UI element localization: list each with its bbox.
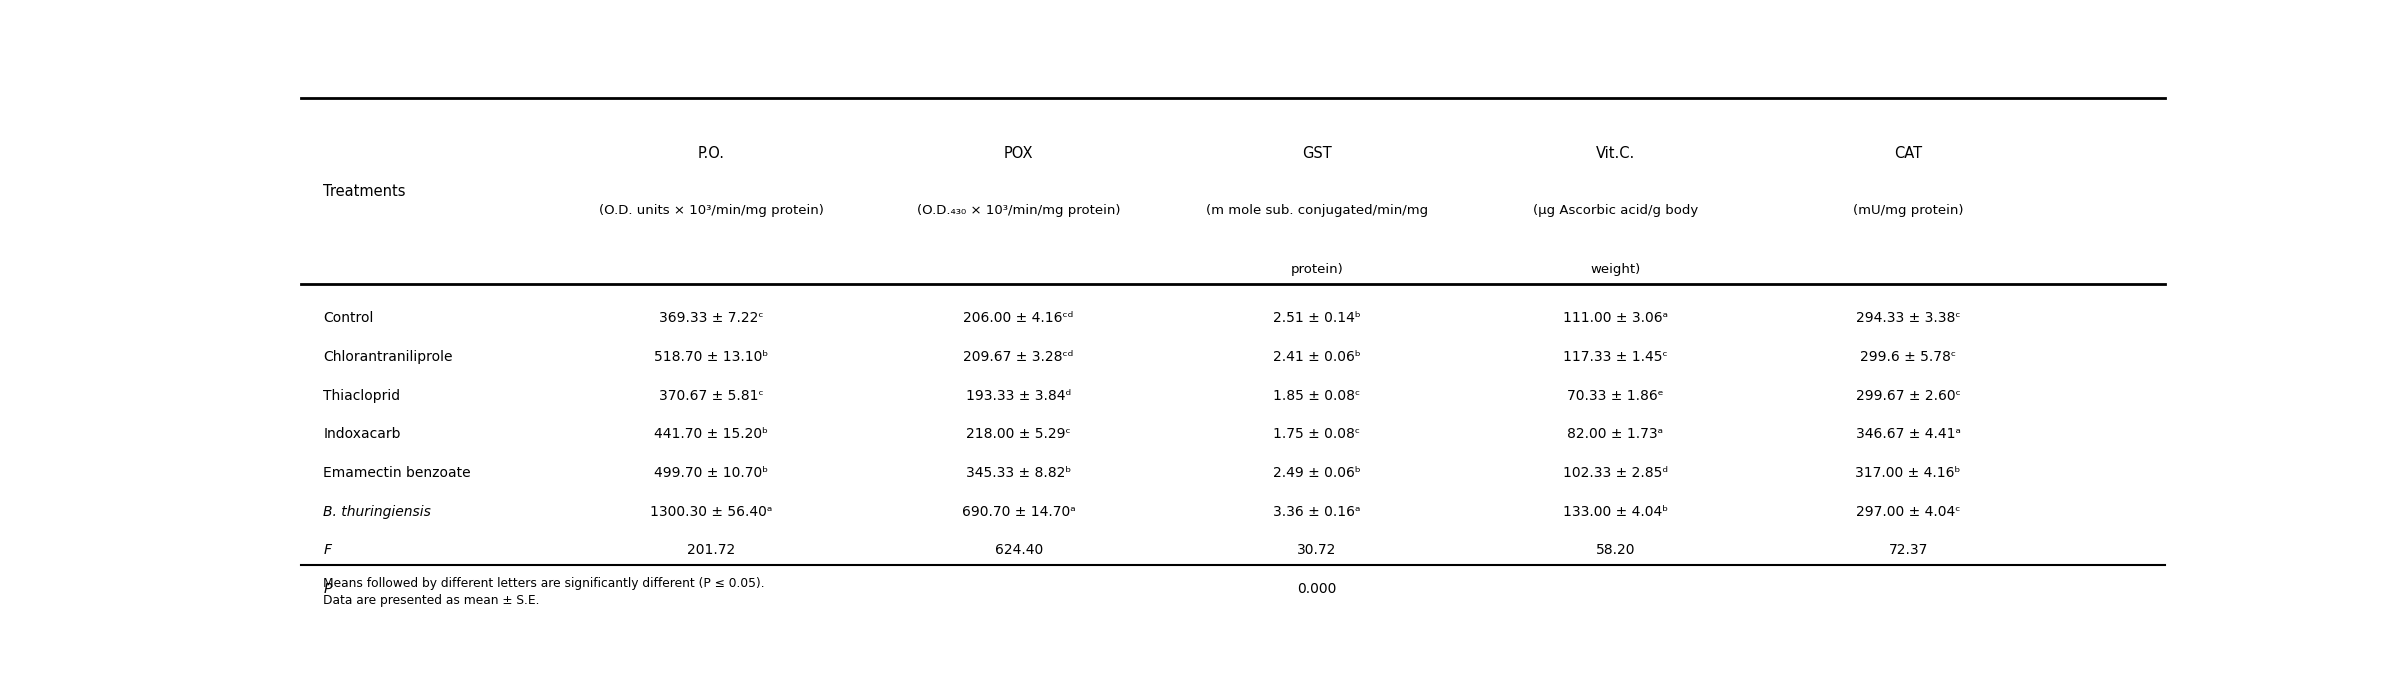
Text: 2.51 ± 0.14ᵇ: 2.51 ± 0.14ᵇ bbox=[1273, 311, 1362, 325]
Text: (O.D.₄₃₀ × 10³/min/mg protein): (O.D.₄₃₀ × 10³/min/mg protein) bbox=[917, 204, 1121, 217]
Text: POX: POX bbox=[1003, 146, 1035, 161]
Text: 82.00 ± 1.73ᵃ: 82.00 ± 1.73ᵃ bbox=[1566, 427, 1663, 441]
Text: 133.00 ± 4.04ᵇ: 133.00 ± 4.04ᵇ bbox=[1564, 505, 1667, 519]
Text: 1.75 ± 0.08ᶜ: 1.75 ± 0.08ᶜ bbox=[1273, 427, 1359, 441]
Text: 346.67 ± 4.41ᵃ: 346.67 ± 4.41ᵃ bbox=[1855, 427, 1961, 441]
Text: 209.67 ± 3.28ᶜᵈ: 209.67 ± 3.28ᶜᵈ bbox=[962, 350, 1073, 364]
Text: 201.72: 201.72 bbox=[686, 544, 736, 557]
Text: 218.00 ± 5.29ᶜ: 218.00 ± 5.29ᶜ bbox=[967, 427, 1071, 441]
Text: 30.72: 30.72 bbox=[1297, 544, 1338, 557]
Text: 111.00 ± 3.06ᵃ: 111.00 ± 3.06ᵃ bbox=[1564, 311, 1667, 325]
Text: (O.D. units × 10³/min/mg protein): (O.D. units × 10³/min/mg protein) bbox=[599, 204, 823, 217]
Text: 72.37: 72.37 bbox=[1889, 544, 1927, 557]
Text: 0.000: 0.000 bbox=[1297, 582, 1338, 596]
Text: 58.20: 58.20 bbox=[1595, 544, 1636, 557]
Text: 499.70 ± 10.70ᵇ: 499.70 ± 10.70ᵇ bbox=[654, 466, 768, 480]
Text: protein): protein) bbox=[1290, 263, 1343, 276]
Text: 299.6 ± 5.78ᶜ: 299.6 ± 5.78ᶜ bbox=[1860, 350, 1956, 364]
Text: 294.33 ± 3.38ᶜ: 294.33 ± 3.38ᶜ bbox=[1855, 311, 1961, 325]
Text: Thiacloprid: Thiacloprid bbox=[322, 389, 399, 402]
Text: 117.33 ± 1.45ᶜ: 117.33 ± 1.45ᶜ bbox=[1564, 350, 1667, 364]
Text: P: P bbox=[322, 582, 332, 596]
Text: Vit.C.: Vit.C. bbox=[1595, 146, 1636, 161]
Text: 297.00 ± 4.04ᶜ: 297.00 ± 4.04ᶜ bbox=[1855, 505, 1961, 519]
Text: 624.40: 624.40 bbox=[994, 544, 1042, 557]
Text: 2.41 ± 0.06ᵇ: 2.41 ± 0.06ᵇ bbox=[1273, 350, 1362, 364]
Text: 70.33 ± 1.86ᵉ: 70.33 ± 1.86ᵉ bbox=[1566, 389, 1663, 402]
Text: 102.33 ± 2.85ᵈ: 102.33 ± 2.85ᵈ bbox=[1564, 466, 1667, 480]
Text: 299.67 ± 2.60ᶜ: 299.67 ± 2.60ᶜ bbox=[1855, 389, 1961, 402]
Text: (m mole sub. conjugated/min/mg: (m mole sub. conjugated/min/mg bbox=[1205, 204, 1429, 217]
Text: Chlorantraniliprole: Chlorantraniliprole bbox=[322, 350, 452, 364]
Text: 518.70 ± 13.10ᵇ: 518.70 ± 13.10ᵇ bbox=[654, 350, 768, 364]
Text: (μg Ascorbic acid/g body: (μg Ascorbic acid/g body bbox=[1533, 204, 1699, 217]
Text: 3.36 ± 0.16ᵃ: 3.36 ± 0.16ᵃ bbox=[1273, 505, 1362, 519]
Text: 317.00 ± 4.16ᵇ: 317.00 ± 4.16ᵇ bbox=[1855, 466, 1961, 480]
Text: 2.49 ± 0.06ᵇ: 2.49 ± 0.06ᵇ bbox=[1273, 466, 1362, 480]
Text: 370.67 ± 5.81ᶜ: 370.67 ± 5.81ᶜ bbox=[659, 389, 763, 402]
Text: Means followed by different letters are significantly different (P ≤ 0.05).: Means followed by different letters are … bbox=[322, 577, 765, 590]
Text: Indoxacarb: Indoxacarb bbox=[322, 427, 402, 441]
Text: CAT: CAT bbox=[1894, 146, 1922, 161]
Text: 441.70 ± 15.20ᵇ: 441.70 ± 15.20ᵇ bbox=[654, 427, 768, 441]
Text: 345.33 ± 8.82ᵇ: 345.33 ± 8.82ᵇ bbox=[967, 466, 1071, 480]
Text: Control: Control bbox=[322, 311, 373, 325]
Text: Data are presented as mean ± S.E.: Data are presented as mean ± S.E. bbox=[322, 594, 539, 608]
Text: Treatments: Treatments bbox=[322, 184, 407, 199]
Text: 193.33 ± 3.84ᵈ: 193.33 ± 3.84ᵈ bbox=[967, 389, 1071, 402]
Text: F: F bbox=[322, 544, 332, 557]
Text: (mU/mg protein): (mU/mg protein) bbox=[1853, 204, 1963, 217]
Text: GST: GST bbox=[1302, 146, 1333, 161]
Text: Emamectin benzoate: Emamectin benzoate bbox=[322, 466, 472, 480]
Text: 1300.30 ± 56.40ᵃ: 1300.30 ± 56.40ᵃ bbox=[650, 505, 772, 519]
Text: weight): weight) bbox=[1590, 263, 1641, 276]
Text: 1.85 ± 0.08ᶜ: 1.85 ± 0.08ᶜ bbox=[1273, 389, 1359, 402]
Text: P.O.: P.O. bbox=[698, 146, 724, 161]
Text: B. thuringiensis: B. thuringiensis bbox=[322, 505, 431, 519]
Text: 369.33 ± 7.22ᶜ: 369.33 ± 7.22ᶜ bbox=[659, 311, 763, 325]
Text: 206.00 ± 4.16ᶜᵈ: 206.00 ± 4.16ᶜᵈ bbox=[962, 311, 1073, 325]
Text: 690.70 ± 14.70ᵃ: 690.70 ± 14.70ᵃ bbox=[962, 505, 1075, 519]
